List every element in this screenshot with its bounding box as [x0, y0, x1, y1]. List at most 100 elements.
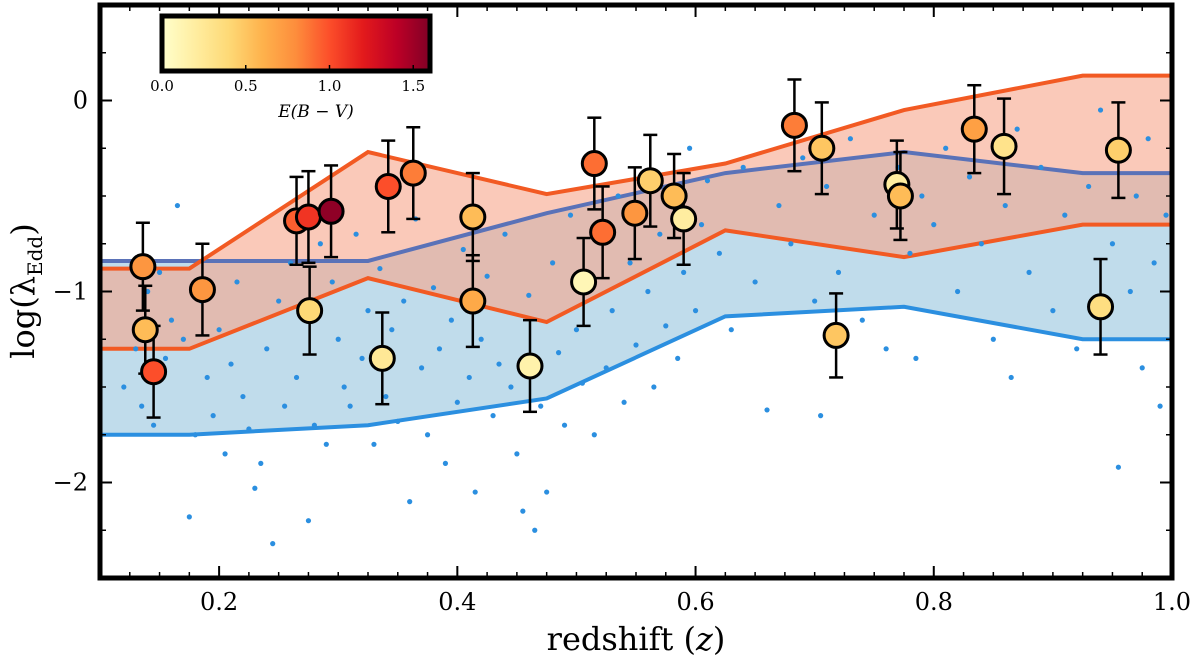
background-point: [1086, 183, 1092, 190]
background-point: [776, 202, 782, 209]
background-point: [740, 164, 746, 170]
background-point: [174, 202, 181, 209]
background-point: [454, 399, 460, 405]
background-point: [407, 499, 413, 505]
background-point: [1133, 193, 1139, 199]
background-point: [204, 374, 210, 381]
background-point: [812, 298, 818, 304]
x-tick-label: 0.8: [915, 588, 953, 616]
background-point: [156, 269, 163, 275]
data-point: [374, 172, 402, 200]
background-point: [692, 308, 699, 314]
background-point: [764, 407, 770, 413]
x-tick-label: 0.2: [200, 588, 238, 616]
colorbar-gradient: [159, 13, 433, 74]
background-point: [698, 222, 705, 228]
background-point: [317, 241, 323, 247]
background-point: [1008, 374, 1014, 381]
background-point: [341, 384, 347, 390]
background-point: [430, 285, 437, 291]
background-point: [1002, 202, 1008, 209]
x-tick-label: 0.6: [676, 588, 714, 616]
x-tick-label: 1.0: [1153, 588, 1191, 616]
data-point: [1087, 293, 1115, 321]
colorbar-tick-label: 1.5: [401, 77, 425, 95]
background-point: [442, 460, 449, 466]
background-point: [704, 178, 711, 184]
background-point: [293, 374, 300, 381]
background-point: [907, 250, 913, 256]
background-point: [591, 432, 597, 438]
background-point: [210, 413, 216, 419]
background-point: [240, 393, 246, 400]
background-point: [448, 317, 454, 323]
background-point: [579, 380, 586, 386]
x-tick-label: 0.4: [438, 588, 476, 616]
background-point: [478, 336, 484, 342]
background-point: [329, 279, 335, 285]
background-point: [371, 441, 377, 447]
background-point: [859, 317, 865, 323]
background-point: [955, 288, 961, 295]
background-point: [311, 422, 317, 428]
data-markers: [129, 111, 1132, 386]
background-point: [1109, 241, 1116, 247]
background-point: [192, 432, 198, 438]
background-point: [615, 193, 621, 199]
background-point: [990, 336, 996, 342]
y-tick-label: 0: [73, 87, 88, 115]
background-point: [222, 451, 228, 457]
colorbar-tick-label: 0.0: [150, 77, 174, 95]
colorbar-tick-label: 0.5: [234, 77, 258, 95]
data-point: [140, 358, 168, 386]
background-point: [675, 355, 681, 361]
background-point: [1062, 212, 1068, 218]
background-point: [567, 212, 574, 218]
background-point: [657, 231, 663, 237]
background-point: [353, 231, 359, 237]
background-point: [389, 327, 395, 333]
background-point: [270, 541, 276, 547]
background-point: [603, 365, 609, 371]
background-point: [228, 361, 234, 367]
background-point: [978, 241, 985, 247]
background-point: [180, 336, 186, 342]
data-point: [670, 205, 698, 233]
background-point: [502, 231, 508, 237]
background-point: [1163, 212, 1169, 218]
background-point: [484, 273, 490, 279]
data-point: [570, 268, 598, 296]
background-point: [347, 403, 353, 409]
background-point: [335, 336, 341, 342]
data-point: [368, 344, 396, 372]
background-point: [651, 384, 657, 390]
data-point: [621, 199, 649, 227]
background-point: [663, 323, 669, 329]
data-point: [131, 316, 159, 344]
background-point: [555, 350, 562, 356]
background-point: [1038, 164, 1044, 170]
background-point: [252, 485, 258, 491]
background-point: [1115, 464, 1121, 470]
background-point: [1151, 260, 1157, 266]
data-point: [960, 115, 988, 143]
background-point: [687, 145, 693, 151]
background-point: [168, 317, 175, 323]
background-point: [472, 489, 478, 495]
background-point: [847, 136, 854, 142]
background-point: [627, 260, 633, 266]
background-point: [395, 418, 401, 424]
background-point: [728, 327, 734, 333]
background-point: [186, 514, 192, 520]
background-point: [1127, 288, 1133, 295]
background-point: [490, 413, 496, 419]
data-point: [1104, 136, 1132, 164]
background-point: [752, 279, 758, 285]
background-point: [1145, 136, 1151, 142]
background-point: [788, 241, 794, 247]
background-point: [823, 183, 830, 190]
background-point: [1097, 107, 1104, 113]
background-point: [359, 355, 365, 361]
background-point: [162, 355, 169, 361]
